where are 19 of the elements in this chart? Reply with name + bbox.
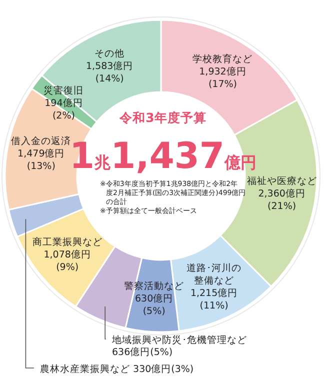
text: 1兆1,437億円 — [70, 136, 256, 177]
slice-label: 商工業振興など — [32, 236, 102, 248]
data-label: 194億円(2%) — [44, 96, 83, 122]
data-label: 1,479億円(13%) — [18, 148, 65, 172]
data-label: 1,583億円(14%) — [86, 60, 134, 84]
data-label: 630億円(5%) — [134, 292, 174, 317]
data-label: 1,078億円(9%) — [44, 248, 91, 274]
slice-label: 借入金の返済 — [11, 135, 72, 148]
data-label: 2,360億円(21%) — [258, 187, 306, 212]
data-label: 1,215億円(11%) — [190, 286, 238, 312]
slice-label: 地域振興や防災･危機管理など — [111, 334, 247, 346]
text: 令和3年度予算 — [118, 110, 206, 125]
data-label: 1,932億円(17%) — [199, 65, 246, 90]
data-label: 636億円(5%) — [112, 346, 173, 358]
slice-label: 福祉や医療など — [246, 174, 317, 187]
slice-label: 農林水産業振興など 330億円(3%) — [40, 363, 194, 375]
slice-label: 道路･河川の整備など — [186, 262, 242, 286]
slice-label: その他 — [94, 47, 125, 60]
slice-label: 学校教育など — [192, 52, 253, 65]
